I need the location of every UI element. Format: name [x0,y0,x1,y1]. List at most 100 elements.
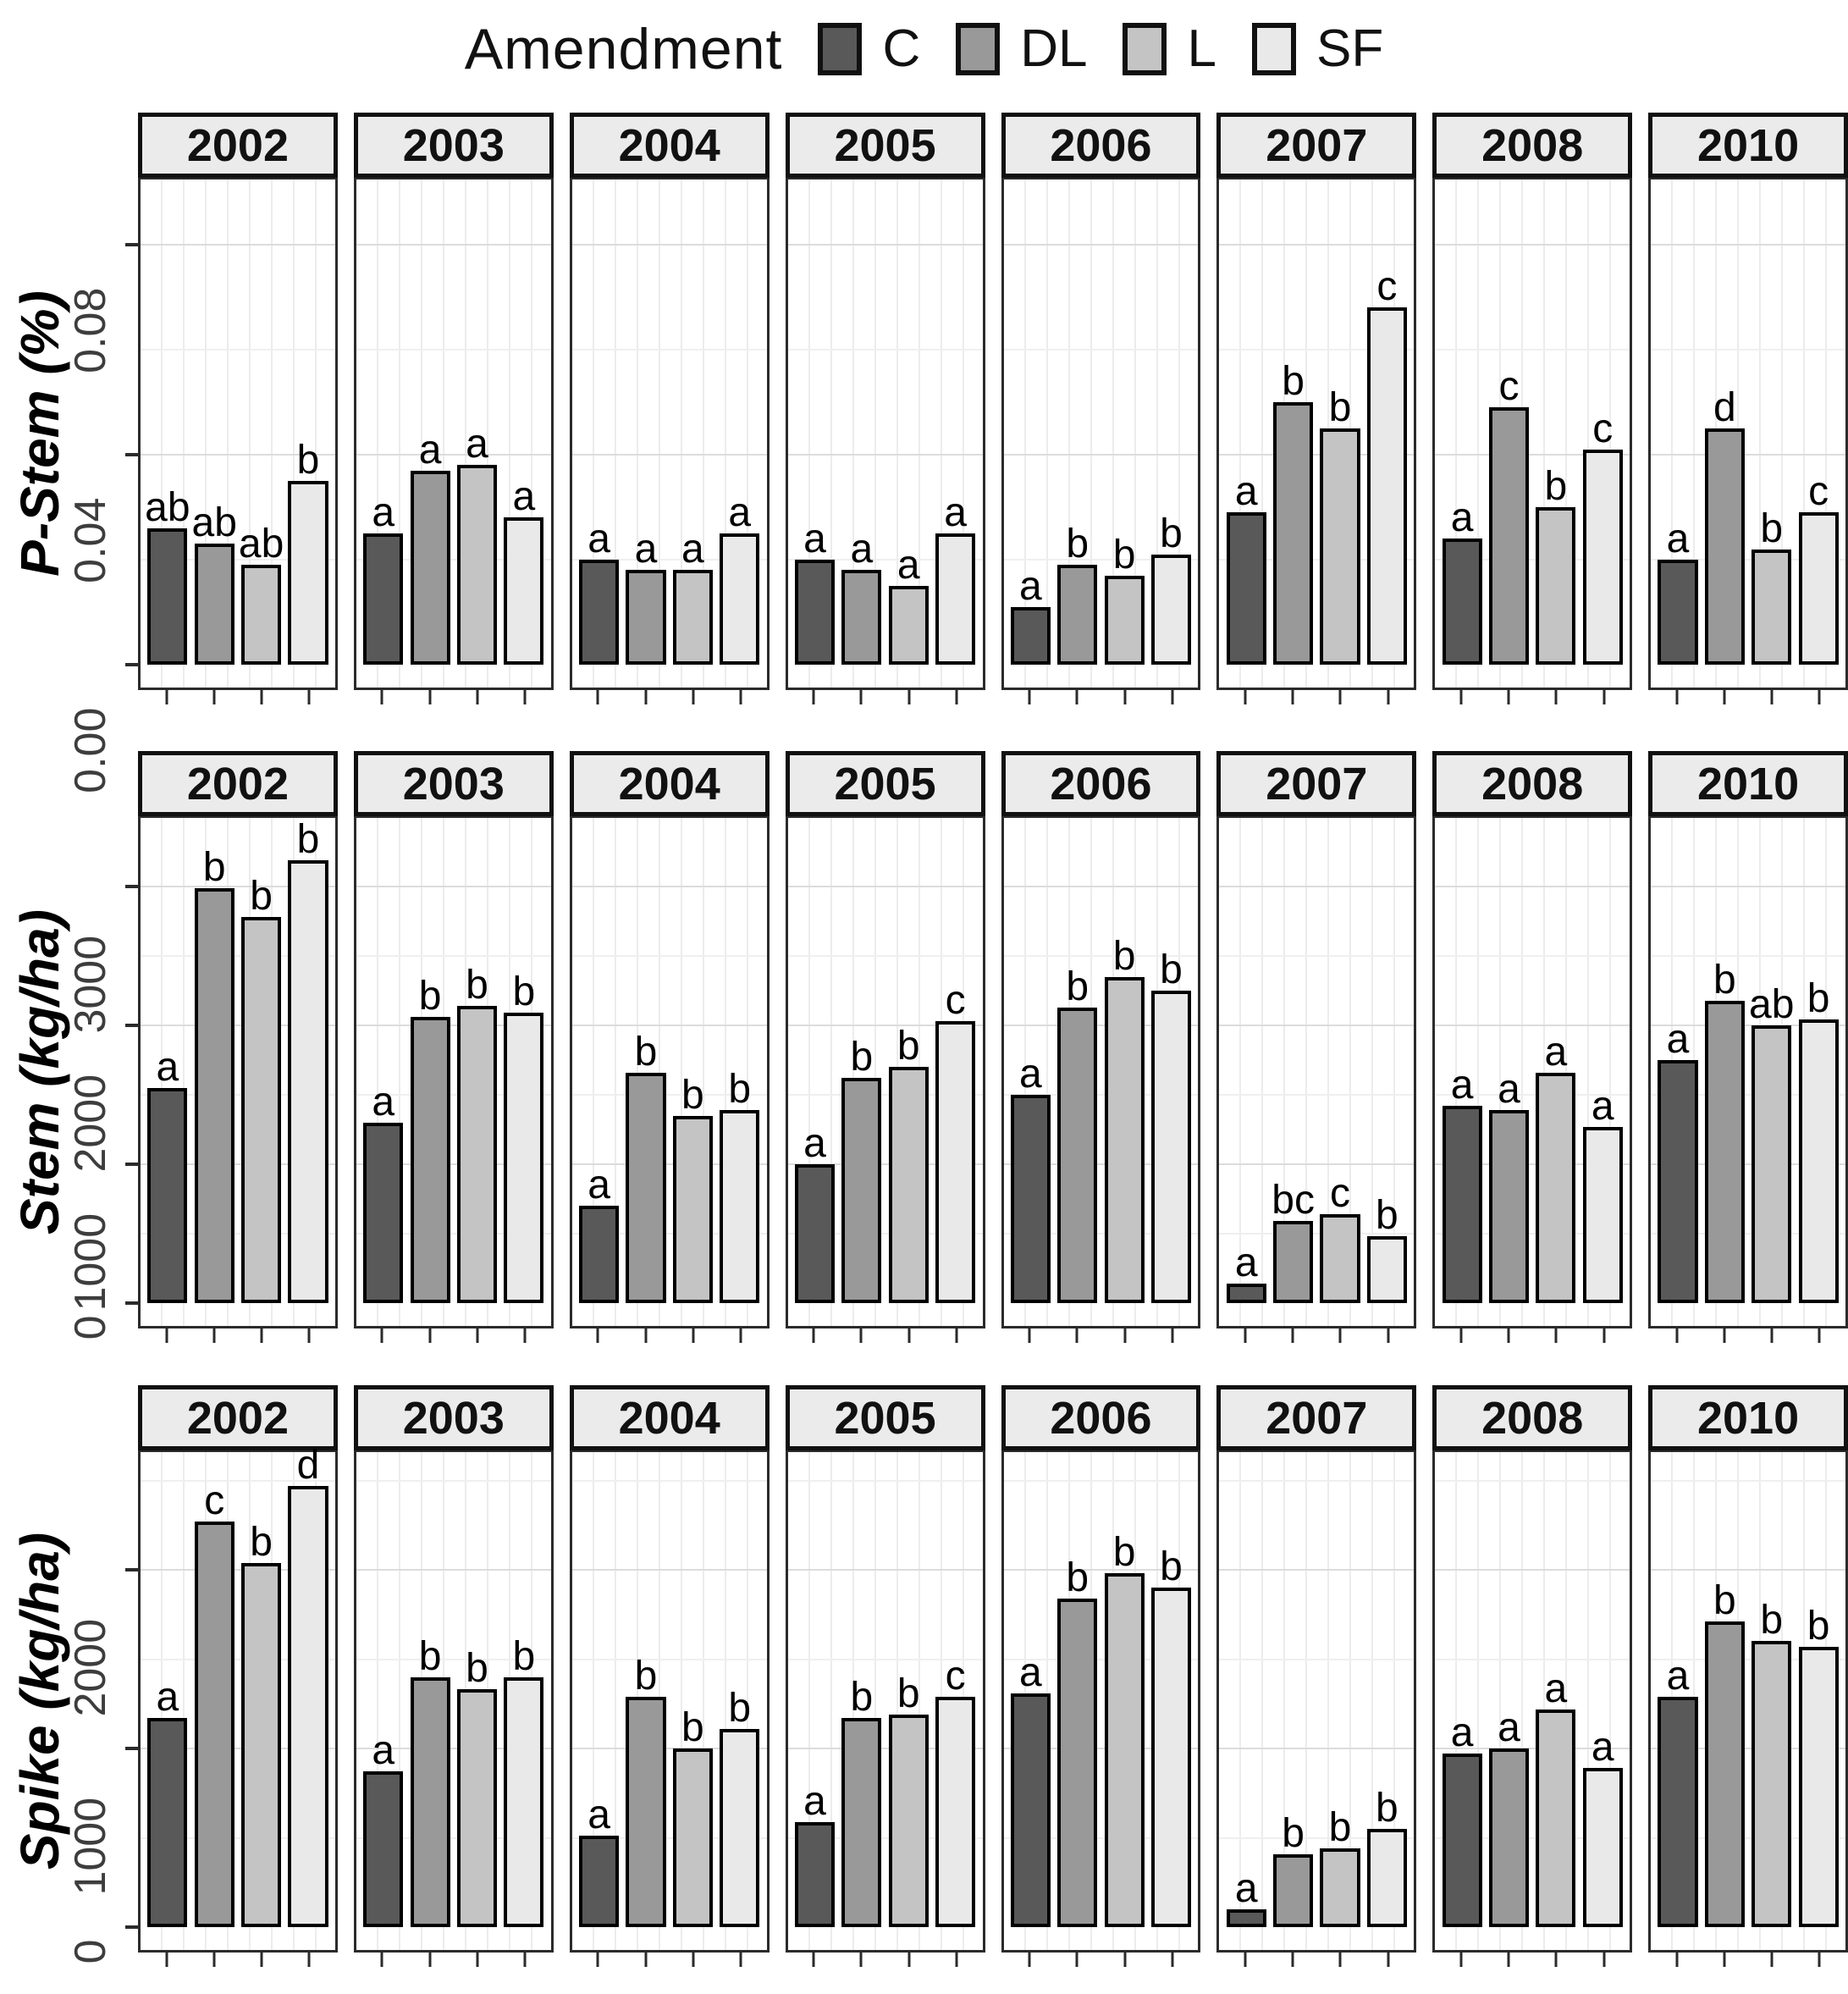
bar-C: a [147,1677,188,1927]
significance-letter: b [202,844,226,890]
bar-DL: b [1273,361,1314,665]
facet-panel-2006: 2006 a b b b [1001,751,1201,1354]
x-axis-tick [1338,690,1342,704]
x-axis-tick [476,1953,479,1967]
x-axis-tick [859,1328,863,1343]
bar-C: a [363,1081,404,1303]
bar-C: a [1010,1652,1051,1927]
legend-item-l: L [1123,19,1216,79]
bar-C: a [1442,1713,1482,1927]
gridline-minor [1003,1479,1199,1482]
x-axis-tick [476,1328,479,1343]
significance-letter: a [1234,1865,1258,1911]
x-axis-tick [1291,1953,1294,1967]
bar-C: a [794,1124,836,1303]
gridline-major [141,1748,335,1750]
bar-DL: b [1273,1813,1314,1927]
gridline-minor [1651,1479,1845,1482]
x-axis-ticks [1648,1328,1848,1354]
gridline-minor [141,1094,335,1096]
facet-strip: 2003 [353,751,554,816]
significance-letter: a [728,489,752,535]
significance-letter: b [1112,1530,1136,1576]
gridline-major [787,453,983,456]
gridline-minor [1435,1094,1630,1096]
significance-letter: b [1328,1805,1352,1851]
gridline-minor [1435,1479,1630,1482]
y-axis-tick [125,1747,138,1751]
gridline-major [141,1163,335,1166]
legend-title: Amendment [464,16,783,81]
facet-panel-2007: 2007 a b b c [1216,113,1417,715]
x-axis-ticks [138,1953,338,1978]
significance-letter: b [1376,1193,1398,1239]
bar-L: c [1320,1174,1360,1303]
facet-strip: 2005 [785,1385,985,1450]
gridline-minor [356,955,551,958]
facet-strip: 2003 [353,1385,554,1450]
y-axis-tick [125,452,138,456]
bar-C: a [1010,1054,1051,1303]
bar-L: b [1536,466,1576,665]
significance-letter: a [1018,1052,1042,1097]
bar-SF: c [935,1655,976,1927]
significance-letter: b [1807,1603,1830,1649]
x-axis-tick [307,1328,311,1343]
bar-C: a [1658,1019,1698,1303]
facet-panel-2004: 2004 a b b b [569,751,770,1354]
gridline-major [1219,453,1415,456]
x-axis-tick [1244,1328,1247,1343]
x-axis-tick [812,1953,815,1967]
x-axis-tick [1554,690,1558,704]
y-axis-tick [125,1301,138,1305]
bar-DL: b [194,847,234,1303]
gridline-minor [356,348,551,351]
gridline-minor [1651,1094,1845,1096]
gridline-major [1651,243,1845,246]
gridline-major [1435,1569,1630,1571]
facet-strip: 2004 [569,751,770,816]
bar-C: a [794,1781,836,1927]
significance-letter: b [850,1035,874,1080]
bar-DL: b [1704,959,1745,1303]
y-axis-tick-label: 0.04 [66,497,115,583]
x-axis-ticks [1216,1328,1416,1354]
x-axis-tick [1123,1953,1126,1967]
significance-letter: b [512,1633,536,1679]
significance-letter: a [803,1121,826,1167]
x-axis-ticks [1648,690,1848,715]
legend-item-sf: SF [1251,19,1383,79]
facet-panel-2008: 2008 a c b c [1432,113,1633,715]
bar-DL: a [626,529,666,665]
facet-panel-2006: 2006 a b b b [1001,113,1201,715]
significance-letter: b [1112,532,1136,577]
facet-strip: 2010 [1648,113,1848,178]
x-axis-ticks [1001,690,1201,715]
significance-letter: b [1713,1578,1736,1624]
gridline-major [571,243,767,246]
gridline-minor [1435,1658,1630,1660]
x-axis-ticks [1001,1328,1201,1354]
y-axis-tick-label: 2000 [66,1074,115,1173]
gridline-minor [571,1233,767,1235]
gridline-minor [141,558,335,561]
significance-letter: a [587,1792,610,1838]
x-axis-tick [428,1328,432,1343]
gridline-minor [787,1658,983,1660]
x-axis-tick [1603,1328,1605,1343]
x-axis-ticks [1216,690,1416,715]
bar-DL: a [1488,1708,1530,1927]
gridline-minor [1219,1837,1415,1839]
bar-DL: d [1704,387,1745,665]
facet-strip: 2005 [785,113,985,178]
x-axis-tick [1554,1953,1558,1967]
bar-L: ab [1749,985,1794,1303]
facet-panels-p-stem: 2002 ab ab ab b 2003 a a a a 2004 a a a a 2005 a a a a 2006 a… [138,113,1848,715]
